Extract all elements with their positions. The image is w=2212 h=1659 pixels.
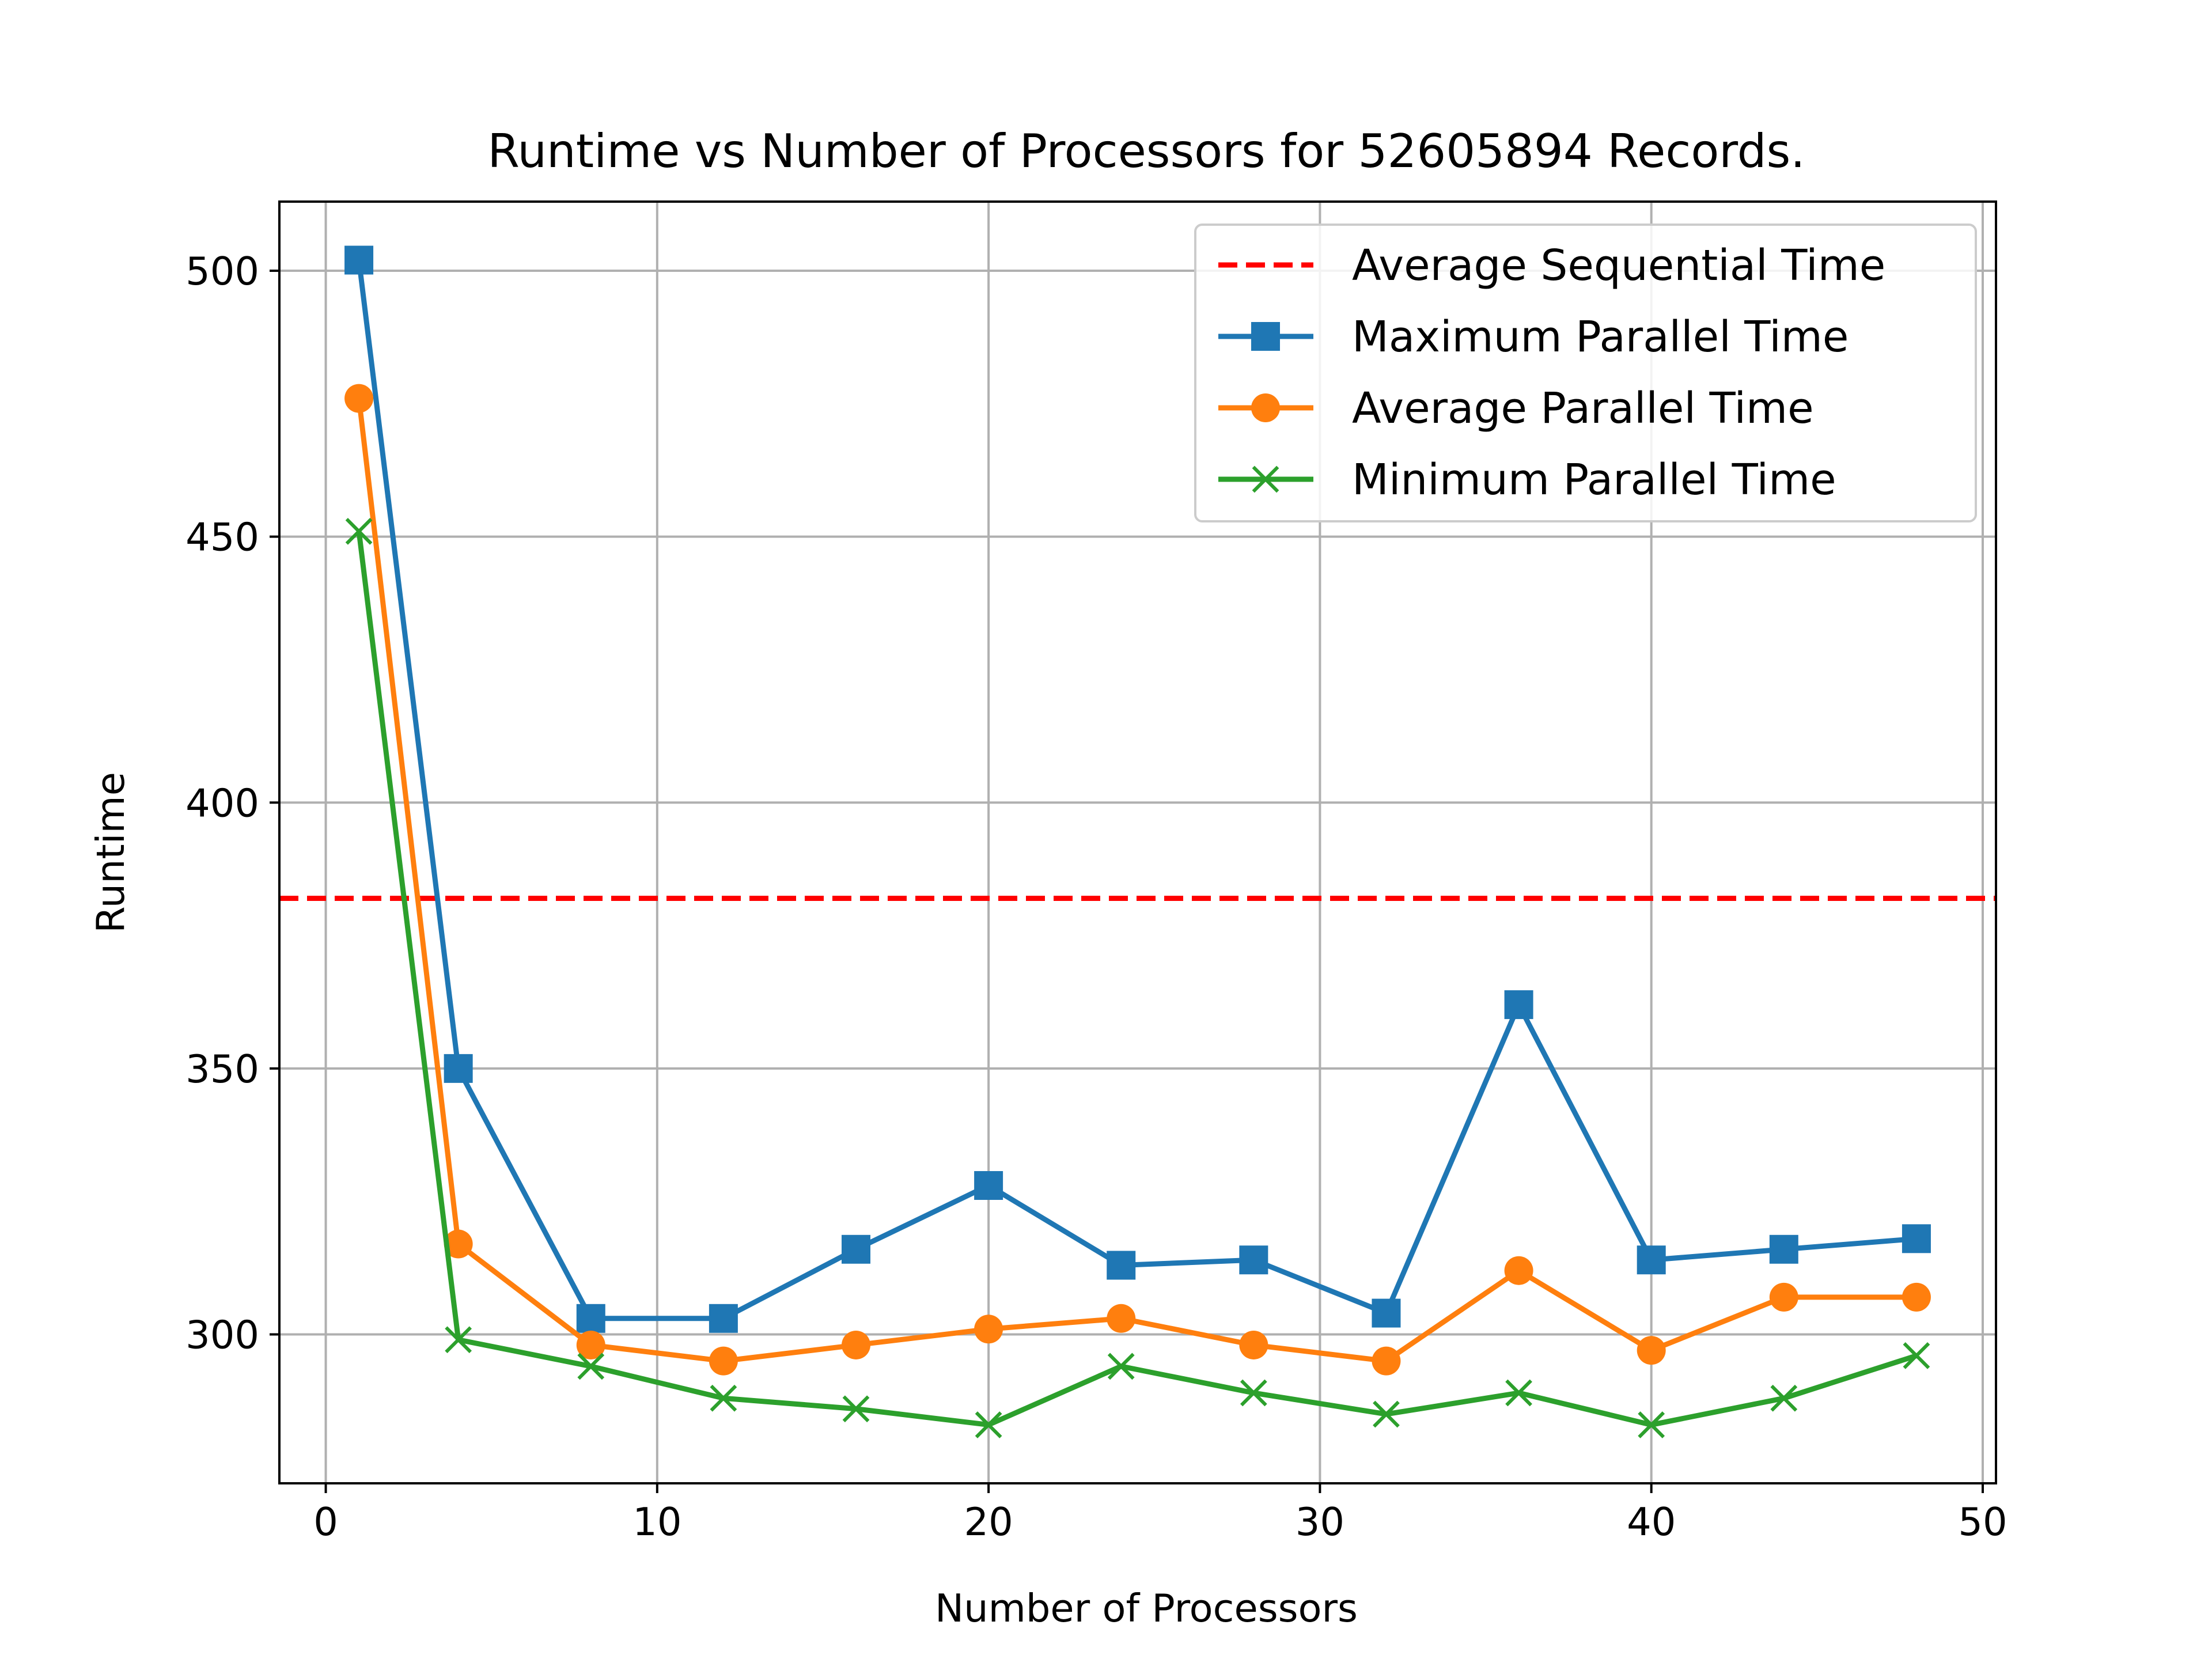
- data-point-square-marker: [709, 1304, 738, 1333]
- data-point-square-marker: [1107, 1251, 1136, 1280]
- data-point-circle-marker: [444, 1229, 473, 1259]
- y-axis-label: Runtime: [88, 772, 133, 933]
- data-point-x-marker: [1252, 465, 1279, 493]
- y-tick-label: 350: [185, 1047, 259, 1092]
- data-point-x-marker: [1107, 1353, 1135, 1380]
- data-point-x-marker: [445, 1326, 472, 1354]
- minimum-parallel-time-series: [345, 518, 1930, 1438]
- x-axis-label: Number of Processors: [935, 1586, 1358, 1631]
- legend-entry-minimum-parallel-time: Minimum Parallel Time: [1218, 455, 1836, 505]
- data-point-circle-marker: [576, 1330, 605, 1359]
- x-tick-label: 10: [632, 1499, 681, 1544]
- legend: Average Sequential Time Maximum Parallel …: [1194, 224, 1977, 522]
- data-point-square-marker: [1902, 1224, 1931, 1253]
- legend-label: Minimum Parallel Time: [1352, 455, 1836, 505]
- chart-title: Runtime vs Number of Processors for 5260…: [487, 124, 1805, 178]
- x-tick-label: 30: [1296, 1499, 1344, 1544]
- y-tick-label: 500: [185, 249, 259, 294]
- data-point-x-marker: [842, 1395, 870, 1423]
- data-point-circle-marker: [1637, 1336, 1666, 1365]
- data-point-x-marker: [577, 1353, 605, 1380]
- data-point-circle-marker: [974, 1315, 1003, 1344]
- data-point-circle-marker: [842, 1330, 871, 1359]
- average-parallel-time-series: [344, 384, 1931, 1376]
- plot-frame: [278, 200, 1997, 1484]
- y-tick-label: 450: [185, 515, 259, 560]
- legend-label: Average Sequential Time: [1352, 241, 1885, 290]
- data-point-x-marker: [1638, 1411, 1665, 1438]
- data-point-square-marker: [444, 1054, 473, 1083]
- legend-entry-average-parallel-time: Average Parallel Time: [1218, 384, 1814, 433]
- x-tick-label: 40: [1627, 1499, 1676, 1544]
- data-point-square-marker: [1769, 1234, 1798, 1264]
- data-point-circle-marker: [1251, 393, 1280, 422]
- data-point-square-marker: [1637, 1245, 1666, 1275]
- y-tick-label: 400: [185, 781, 259, 825]
- legend-label: Maximum Parallel Time: [1352, 312, 1849, 362]
- data-point-square-marker: [974, 1171, 1003, 1200]
- data-point-circle-marker: [1769, 1282, 1798, 1312]
- data-point-x-marker: [1240, 1379, 1267, 1407]
- data-point-square-marker: [1504, 990, 1533, 1020]
- data-point-x-marker: [1373, 1400, 1400, 1428]
- data-point-circle-marker: [1107, 1304, 1136, 1333]
- legend-entry-maximum-parallel-time: Maximum Parallel Time: [1218, 312, 1849, 362]
- data-point-square-marker: [1239, 1245, 1268, 1275]
- data-point-square-marker: [1251, 322, 1280, 351]
- data-point-circle-marker: [709, 1346, 738, 1376]
- data-point-x-marker: [1770, 1384, 1798, 1412]
- data-point-square-marker: [842, 1234, 871, 1264]
- data-series: [344, 245, 1931, 1438]
- data-point-square-marker: [1372, 1298, 1401, 1328]
- data-point-x-marker: [975, 1411, 1002, 1438]
- legend-label: Average Parallel Time: [1352, 384, 1814, 433]
- data-point-square-marker: [344, 245, 374, 275]
- y-tick-label: 300: [185, 1312, 259, 1357]
- data-point-circle-marker: [344, 384, 374, 413]
- data-point-x-marker: [710, 1384, 737, 1412]
- data-point-x-marker: [345, 518, 373, 545]
- legend-entry-average-sequential-time: Average Sequential Time: [1218, 241, 1885, 290]
- axis-ticks: 0 10 20 30 40 50 300 350 400 450 500: [185, 249, 2008, 1544]
- data-point-circle-marker: [1239, 1330, 1268, 1359]
- data-point-x-marker: [1505, 1379, 1532, 1407]
- data-point-circle-marker: [1372, 1346, 1401, 1376]
- data-point-circle-marker: [1902, 1282, 1931, 1312]
- data-point-x-marker: [1903, 1342, 1930, 1369]
- data-point-square-marker: [576, 1304, 605, 1333]
- legend-box: [1194, 224, 1977, 522]
- x-tick-label: 20: [964, 1499, 1013, 1544]
- x-tick-label: 50: [1958, 1499, 2007, 1544]
- maximum-parallel-time-series: [344, 245, 1931, 1333]
- data-point-circle-marker: [1504, 1256, 1533, 1285]
- x-tick-label: 0: [313, 1499, 338, 1544]
